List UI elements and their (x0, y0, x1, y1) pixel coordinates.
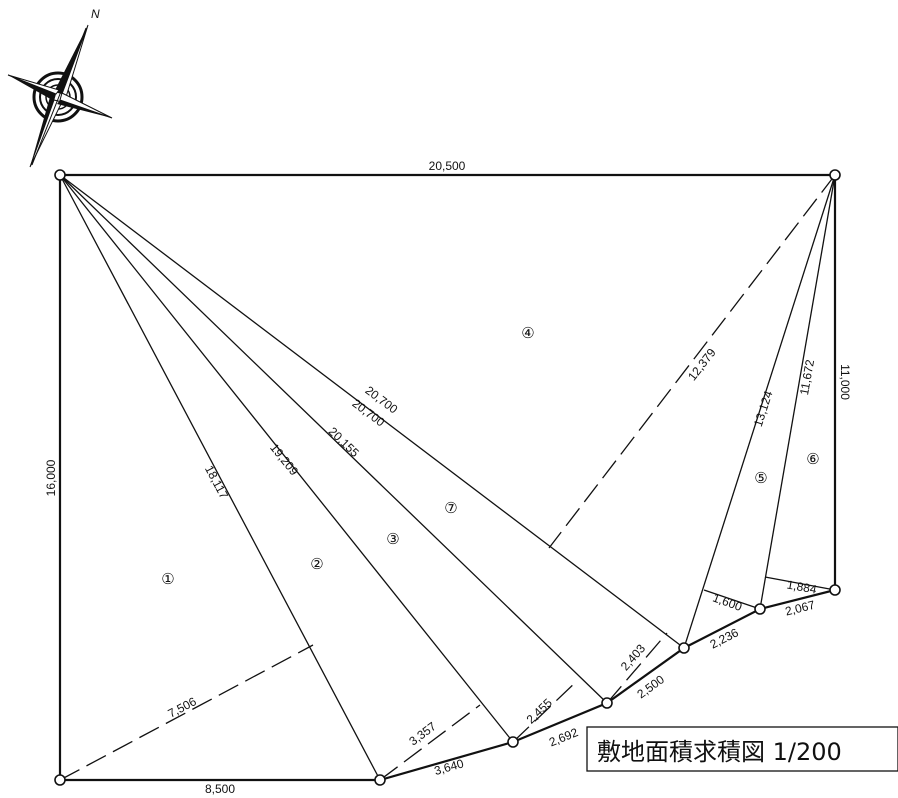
north-label: N (91, 7, 100, 21)
dim-top: 20,500 (429, 159, 466, 173)
dim-12379: 12,379 (685, 346, 719, 384)
title-box (586, 726, 898, 772)
dim-11672: 11,672 (797, 358, 817, 396)
dim-7506: 7,506 (166, 694, 199, 721)
height-2455 (512, 679, 579, 743)
dim-1600: 1,600 (711, 591, 744, 615)
vertex-markers (54, 169, 841, 786)
height-1600 (703, 589, 761, 610)
height-12379 (548, 174, 836, 549)
dim-right: 11,000 (838, 364, 852, 400)
dim-2403: 2,403 (618, 641, 648, 673)
height-3357 (379, 704, 481, 781)
line-19209 (59, 174, 514, 743)
dim-1884: 1,884 (786, 578, 818, 597)
dim-19209: 19,209 (267, 441, 301, 479)
line-20155 (59, 174, 608, 704)
region-1: ① (161, 571, 174, 588)
region-2: ② (310, 556, 323, 573)
region-6: ⑥ (806, 451, 819, 468)
dim-2500: 2,500 (634, 672, 667, 701)
compass-rose-icon (7, 24, 113, 168)
height-1884 (764, 576, 836, 591)
region-4: ④ (521, 325, 534, 342)
dim-left: 16,000 (44, 459, 58, 496)
dim-3357: 3,357 (406, 719, 439, 748)
height-2403 (606, 632, 668, 704)
region-7: ⑦ (444, 500, 457, 517)
dim-2692: 2,692 (547, 725, 580, 749)
line-20700 (59, 174, 685, 649)
dim-3640: 3,640 (433, 756, 466, 778)
site-boundary (58, 173, 837, 782)
line-13124 (683, 174, 836, 649)
line-18117 (59, 174, 381, 781)
dim-2455: 2,455 (524, 695, 556, 726)
region-5: ⑤ (754, 470, 767, 487)
dim-13124: 13,124 (751, 389, 776, 429)
region-3: ③ (386, 531, 399, 548)
dim-2236: 2,236 (708, 625, 741, 651)
dim-18117: 18,117 (202, 463, 231, 501)
height-7506 (59, 644, 314, 781)
line-11672 (759, 174, 836, 610)
dim-20155: 20,155 (326, 424, 362, 460)
diagram-title: 敷地面積求積図 1/200 (597, 738, 842, 766)
dim-bottom: 8,500 (205, 782, 235, 796)
